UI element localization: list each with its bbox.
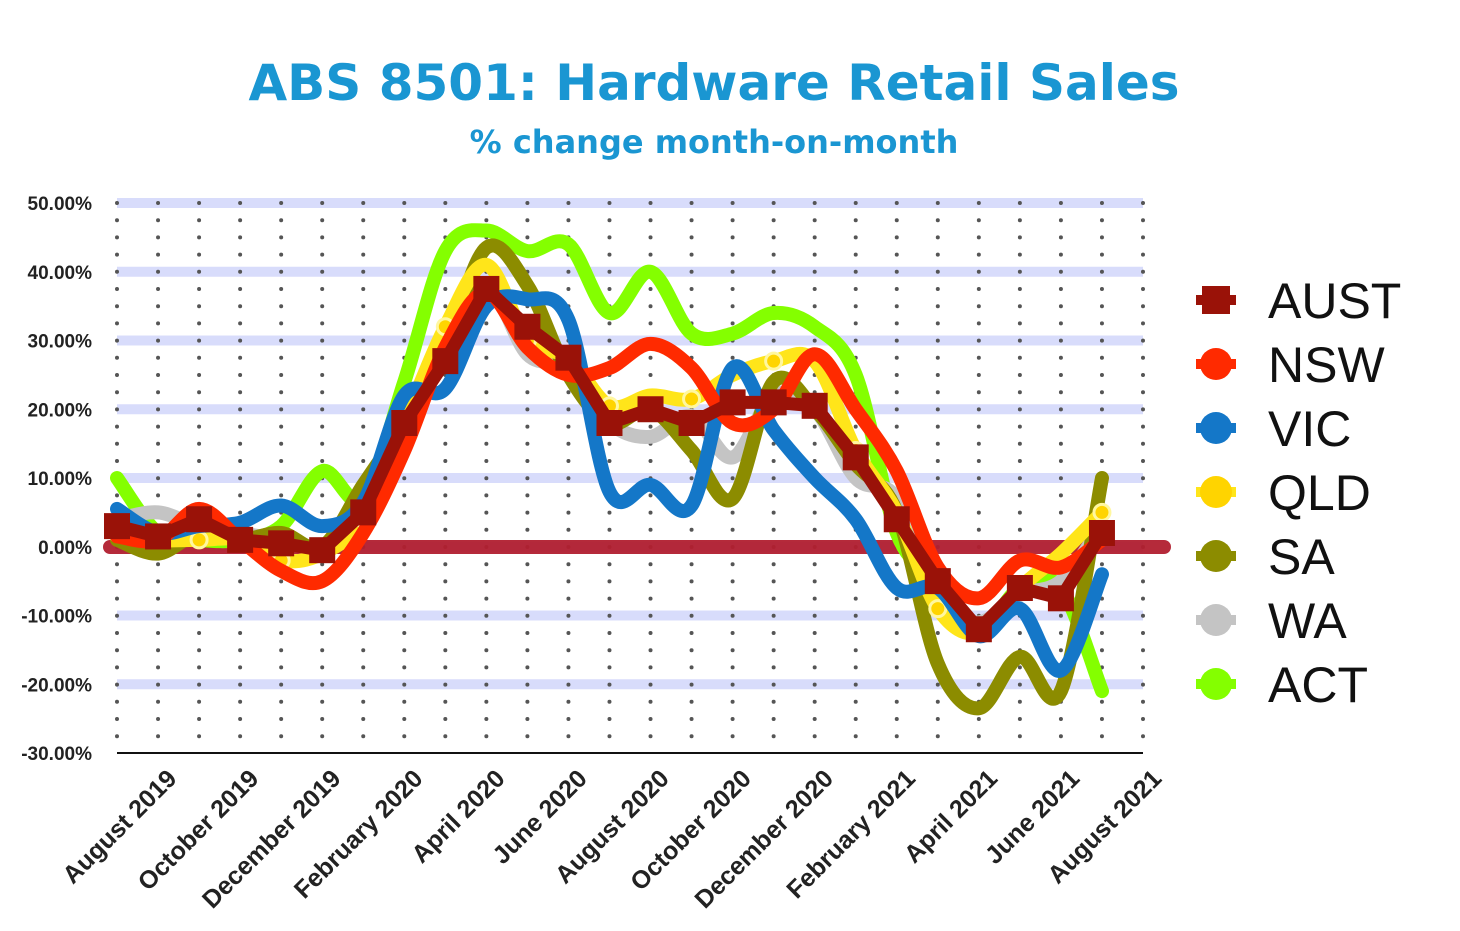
y-tick-label: -20.00% bbox=[21, 675, 92, 696]
legend-item-act: ACT bbox=[1196, 657, 1368, 713]
point-aust bbox=[1006, 575, 1033, 601]
point-aust bbox=[514, 313, 541, 340]
legend-label-qld: QLD bbox=[1268, 465, 1371, 521]
grid-band bbox=[117, 198, 1143, 208]
series-line-nsw bbox=[110, 285, 1109, 606]
point-qld bbox=[1092, 502, 1112, 522]
point-aust bbox=[227, 526, 254, 553]
point-qld bbox=[928, 599, 948, 619]
point-aust bbox=[473, 275, 500, 302]
legend-marker bbox=[1200, 540, 1232, 572]
y-tick-label: 0.00% bbox=[38, 538, 92, 559]
legend-marker bbox=[1200, 412, 1232, 444]
point-aust bbox=[432, 348, 459, 375]
point-aust bbox=[391, 410, 418, 436]
x-tick-label: December 2020 bbox=[689, 764, 839, 914]
legend-marker bbox=[1202, 286, 1230, 314]
point-qld bbox=[682, 389, 702, 409]
point-aust bbox=[678, 410, 705, 436]
point-qld bbox=[764, 351, 784, 371]
y-tick-label: 10.00% bbox=[28, 469, 93, 490]
legend-marker bbox=[1200, 476, 1232, 508]
point-aust bbox=[555, 344, 582, 371]
legend-label-sa: SA bbox=[1268, 529, 1335, 585]
point-aust bbox=[309, 537, 336, 564]
point-aust bbox=[801, 392, 828, 419]
point-aust bbox=[145, 523, 172, 550]
chart-subtitle: % change month-on-month bbox=[470, 123, 959, 161]
y-axis: 50.00% 40.00% 30.00% 20.00% 10.00% 0.00% -10.0… bbox=[21, 194, 92, 765]
grid-band bbox=[117, 473, 1143, 483]
y-tick-label: 30.00% bbox=[28, 332, 93, 353]
legend-label-vic: VIC bbox=[1268, 401, 1351, 457]
point-aust bbox=[1088, 520, 1115, 546]
legend-item-sa: SA bbox=[1196, 529, 1335, 585]
point-aust bbox=[924, 568, 951, 595]
legend-label-aust: AUST bbox=[1268, 273, 1401, 329]
x-tick-label: December 2019 bbox=[197, 764, 347, 914]
legend-label-act: ACT bbox=[1268, 657, 1368, 713]
point-aust bbox=[883, 506, 910, 533]
legend-item-wa: WA bbox=[1196, 593, 1347, 649]
y-tick-label: 40.00% bbox=[28, 263, 93, 284]
legend-label-wa: WA bbox=[1268, 593, 1347, 649]
grid-band bbox=[117, 610, 1143, 621]
legend-item-nsw: NSW bbox=[1196, 337, 1385, 393]
legend-label-nsw: NSW bbox=[1268, 337, 1385, 393]
grid-band bbox=[117, 266, 1143, 277]
point-aust bbox=[104, 513, 130, 540]
legend-item-aust: AUST bbox=[1196, 273, 1401, 329]
y-tick-label: -10.00% bbox=[21, 607, 92, 628]
legend-marker bbox=[1200, 604, 1232, 636]
point-aust bbox=[350, 499, 377, 526]
legend-item-qld: QLD bbox=[1196, 465, 1371, 521]
point-aust bbox=[186, 506, 213, 533]
legend: AUST NSW VIC QLD SA WA ACT bbox=[1196, 273, 1401, 713]
y-tick-label: 50.00% bbox=[28, 194, 93, 215]
legend-marker bbox=[1200, 668, 1232, 700]
point-aust bbox=[596, 410, 623, 436]
point-aust bbox=[268, 530, 295, 557]
point-aust bbox=[719, 389, 746, 416]
point-aust bbox=[760, 389, 787, 416]
legend-item-vic: VIC bbox=[1196, 401, 1351, 457]
y-tick-label: -30.00% bbox=[21, 744, 92, 765]
grid-band bbox=[117, 679, 1143, 690]
point-aust bbox=[965, 616, 992, 643]
y-tick-label: 20.00% bbox=[28, 400, 93, 421]
legend-marker bbox=[1200, 348, 1232, 380]
chart-title: ABS 8501: Hardware Retail Sales bbox=[248, 54, 1179, 112]
point-aust bbox=[1047, 585, 1074, 612]
grid-band bbox=[117, 335, 1143, 346]
point-aust bbox=[637, 396, 664, 423]
series-group bbox=[104, 223, 1115, 716]
series-nsw bbox=[110, 285, 1109, 606]
point-aust bbox=[842, 444, 869, 471]
series-aust bbox=[104, 275, 1115, 643]
